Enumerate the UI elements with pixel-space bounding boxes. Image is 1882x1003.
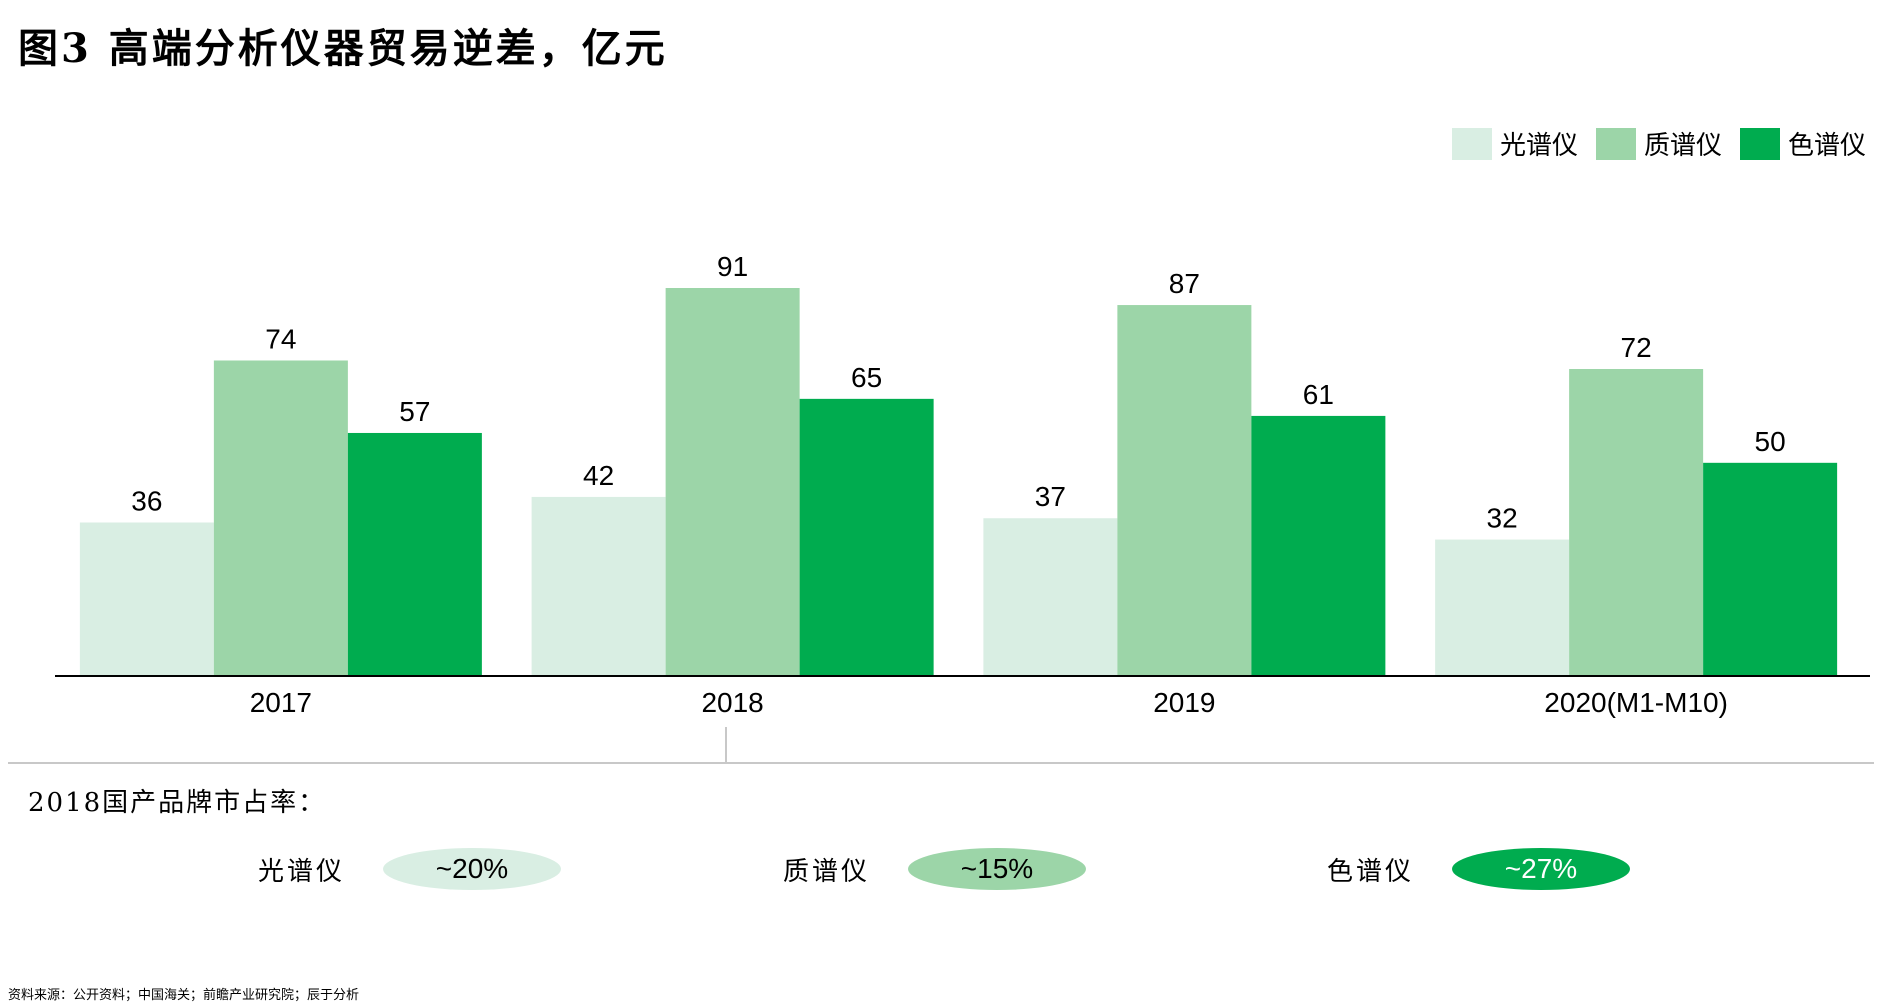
x-tick-label: 2020(M1-M10) — [1544, 687, 1728, 718]
x-tick-label: 2017 — [250, 687, 312, 718]
bar — [531, 496, 666, 676]
connector-line — [725, 727, 727, 763]
x-tick-label: 2019 — [1153, 687, 1215, 718]
data-label: 91 — [717, 251, 748, 282]
bar — [213, 360, 348, 676]
market-share-label: 色谱仪 — [1327, 856, 1415, 887]
bar — [1435, 539, 1570, 676]
legend-item-chromatograph: 色谱仪 — [1739, 125, 1866, 162]
bar — [1117, 305, 1252, 676]
legend-swatch — [1595, 127, 1636, 160]
market-share-label: 光谱仪 — [258, 856, 346, 887]
market-share-pill: ~27% — [1452, 848, 1630, 890]
legend-item-mass-spectrometer: 质谱仪 — [1595, 125, 1722, 162]
market-share-item-chromatograph: 色谱仪 ~27% — [1327, 848, 1630, 890]
data-label: 32 — [1487, 503, 1518, 534]
data-label: 74 — [265, 323, 296, 354]
data-label: 37 — [1035, 481, 1066, 512]
data-label: 87 — [1169, 268, 1200, 299]
bar — [1569, 369, 1704, 676]
data-label: 57 — [399, 396, 430, 427]
legend-label: 光谱仪 — [1499, 131, 1578, 161]
bar — [799, 398, 934, 676]
data-label: 72 — [1621, 332, 1652, 363]
bar — [347, 432, 482, 676]
data-label: 65 — [851, 362, 882, 393]
data-label: 50 — [1755, 426, 1786, 457]
bar — [79, 522, 214, 676]
x-tick-label: 2018 — [701, 687, 763, 718]
market-share-item-spectrometer: 光谱仪 ~20% — [258, 848, 561, 890]
market-share-title: 2018国产品牌市占率： — [28, 788, 327, 818]
bar — [665, 288, 800, 676]
data-label: 42 — [583, 460, 614, 491]
bar — [1703, 462, 1838, 676]
legend-swatch — [1739, 127, 1780, 160]
market-share-pill: ~15% — [908, 848, 1086, 890]
bar — [1251, 415, 1386, 676]
legend-swatch — [1451, 127, 1492, 160]
data-label: 61 — [1303, 379, 1334, 410]
legend: 光谱仪 质谱仪 色谱仪 — [1451, 125, 1866, 162]
market-share-item-mass-spectrometer: 质谱仪 ~15% — [783, 848, 1086, 890]
chart-title: 图3 高端分析仪器贸易逆差，亿元 — [18, 25, 668, 72]
divider — [8, 762, 1874, 764]
legend-label: 色谱仪 — [1787, 131, 1866, 161]
market-share-pill: ~20% — [383, 848, 561, 890]
market-share-label: 质谱仪 — [783, 856, 871, 887]
bar — [983, 518, 1118, 676]
source-note: 资料来源：公开资料；中国海关；前瞻产业研究院；辰于分析 — [8, 988, 360, 1003]
legend-item-spectrometer: 光谱仪 — [1451, 125, 1578, 162]
data-label: 36 — [131, 486, 162, 517]
legend-label: 质谱仪 — [1643, 131, 1722, 161]
